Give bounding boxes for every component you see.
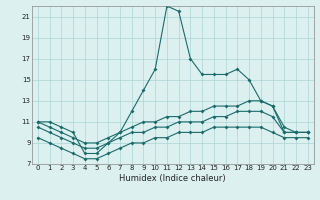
X-axis label: Humidex (Indice chaleur): Humidex (Indice chaleur) <box>119 174 226 183</box>
